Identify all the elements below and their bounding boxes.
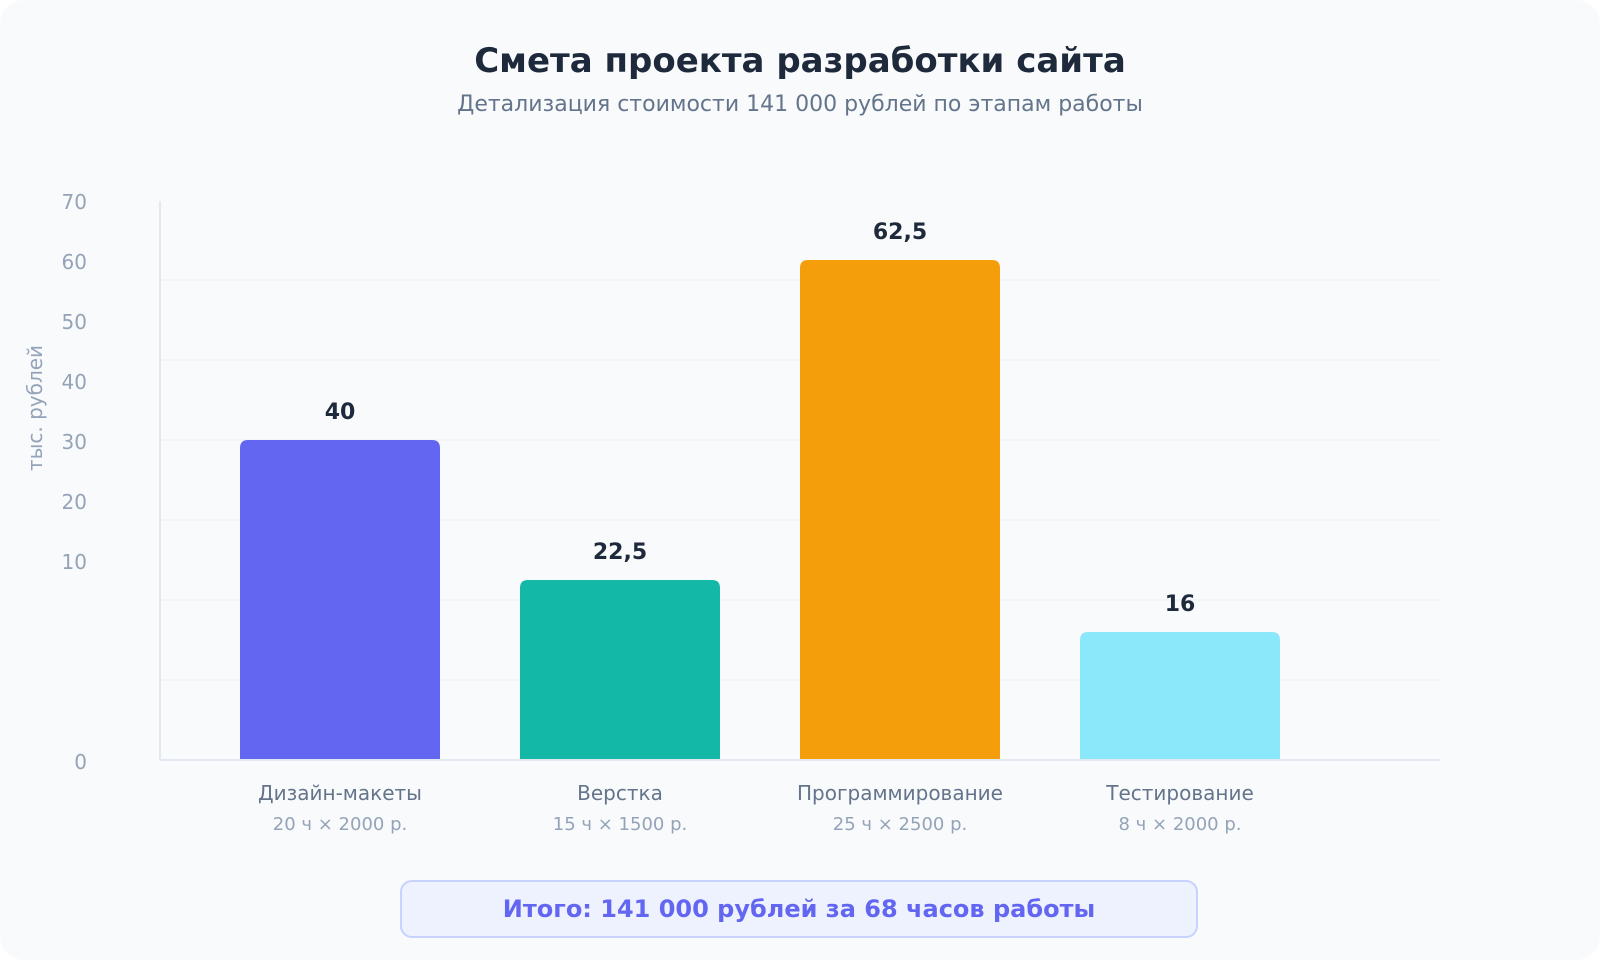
value-label: 22,5 xyxy=(593,540,647,565)
value-label: 40 xyxy=(325,400,356,425)
y-tick-label: 70 xyxy=(62,190,87,214)
y-tick-label: 40 xyxy=(62,370,87,394)
y-tick-label: 30 xyxy=(62,430,87,454)
category-detail: 8 ч × 2000 р. xyxy=(1118,814,1241,835)
category-detail: 15 ч × 1500 р. xyxy=(553,814,687,835)
chart-subtitle: Детализация стоимости 141 000 рублей по … xyxy=(457,92,1143,117)
bars: 40 22,5 62,5 16 xyxy=(240,220,1280,760)
value-label: 62,5 xyxy=(873,220,927,245)
category-detail: 25 ч × 2500 р. xyxy=(833,814,967,835)
category-label: Программирование xyxy=(797,781,1003,805)
category-label: Верстка xyxy=(577,781,663,805)
x-tick-labels: Дизайн-макеты 20 ч × 2000 р. Верстка 15 ч ×… xyxy=(258,781,1254,835)
summary-text: Итого: 141 000 рублей за 68 часов работы xyxy=(502,895,1096,923)
chart-title: Смета проекта разработки сайта xyxy=(474,41,1126,81)
category-label: Тестирование xyxy=(1105,781,1254,805)
y-tick-labels: 0 10 20 30 40 50 60 70 xyxy=(62,190,87,774)
y-tick-label: 50 xyxy=(62,310,87,334)
category-label: Дизайн-макеты xyxy=(258,781,422,805)
value-label: 16 xyxy=(1165,592,1196,617)
y-tick-label: 60 xyxy=(62,250,87,274)
y-tick-label: 10 xyxy=(62,550,87,574)
category-detail: 20 ч × 2000 р. xyxy=(273,814,407,835)
bar xyxy=(1080,632,1280,760)
bar xyxy=(800,260,1000,760)
y-tick-label: 20 xyxy=(62,490,87,514)
summary-box: Итого: 141 000 рублей за 68 часов работы xyxy=(400,880,1198,938)
bar xyxy=(520,580,720,760)
y-tick-label: 0 xyxy=(74,750,87,774)
y-axis-title: тыс. рублей xyxy=(23,345,47,471)
bar xyxy=(240,440,440,760)
